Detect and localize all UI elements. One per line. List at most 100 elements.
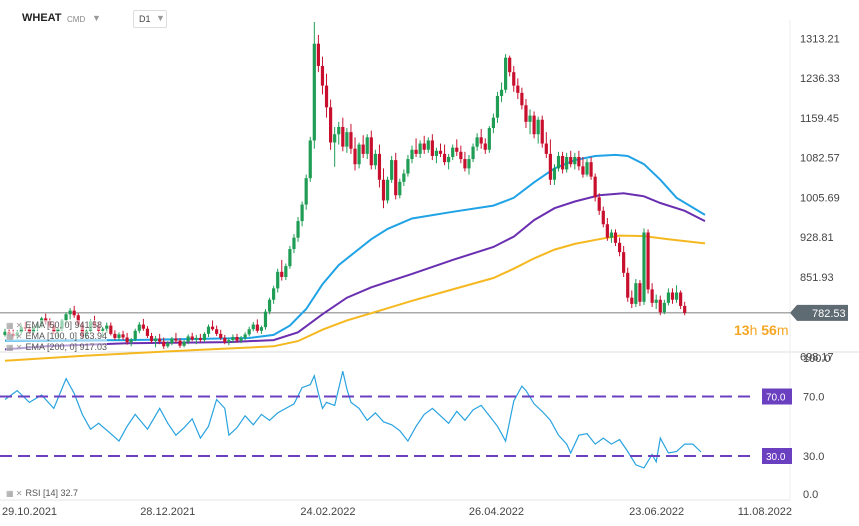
candle-body bbox=[72, 310, 76, 316]
time-tick-label: 11.08.2022 bbox=[738, 506, 792, 518]
candle-body bbox=[626, 272, 630, 298]
candle-body bbox=[613, 232, 618, 243]
candle-body bbox=[109, 325, 113, 334]
indicator-label-rsi[interactable]: ▦ ✕ RSI [14] 32.7 bbox=[6, 488, 79, 498]
candle-body bbox=[569, 156, 573, 165]
candle-body bbox=[247, 329, 251, 335]
candle-body bbox=[499, 89, 504, 96]
candle-body bbox=[638, 283, 642, 302]
candle-body bbox=[284, 266, 288, 277]
series-line-ema100 bbox=[4, 192, 706, 351]
candle-body bbox=[239, 338, 243, 341]
candle-body bbox=[581, 166, 585, 175]
candle-body bbox=[406, 159, 410, 174]
chevron-down-icon: ▼ bbox=[156, 13, 165, 23]
candle-body bbox=[402, 173, 406, 182]
candle-body bbox=[194, 338, 198, 340]
candle-body bbox=[206, 326, 211, 334]
axis-layer: 1313.21 1236.33 1159.45 1082.57 1005.69 928.8… bbox=[2, 33, 848, 518]
candle-body bbox=[622, 252, 626, 273]
candle-body bbox=[467, 159, 471, 169]
candle-body bbox=[149, 335, 154, 342]
candle-body bbox=[101, 328, 105, 331]
timeframe-select[interactable]: D1 ▼ bbox=[133, 10, 167, 28]
candle-body bbox=[483, 143, 487, 150]
candle-body bbox=[520, 92, 524, 106]
symbol-title[interactable]: WHEAT bbox=[22, 12, 62, 24]
candle-body bbox=[296, 221, 300, 238]
price-tick-label: 1082.57 bbox=[800, 153, 840, 165]
rsi-tick-label: 100.0 bbox=[803, 353, 831, 365]
price-tick-label: 1159.45 bbox=[800, 113, 839, 125]
candle-body bbox=[654, 299, 658, 303]
candle-body bbox=[272, 288, 276, 300]
rsi-tick-label: 0.0 bbox=[803, 489, 818, 501]
candle-body bbox=[385, 179, 390, 201]
candle-body bbox=[381, 179, 386, 201]
candle-body bbox=[121, 334, 125, 338]
candle-body bbox=[414, 149, 418, 154]
candle-body bbox=[516, 85, 520, 93]
candle-body bbox=[434, 150, 439, 156]
candle-body bbox=[438, 150, 443, 154]
candle-body bbox=[133, 330, 137, 340]
time-tick-label: 28.12.2021 bbox=[140, 506, 195, 518]
indicator-label-ema200[interactable]: ▦ ✕ EMA [200, 0] 917.03 bbox=[6, 342, 108, 352]
candle-body bbox=[532, 115, 536, 135]
candle-body bbox=[349, 132, 353, 149]
candle-body bbox=[141, 324, 145, 329]
grid-layer bbox=[0, 20, 859, 501]
candle-body bbox=[329, 107, 333, 143]
candle-body bbox=[565, 156, 569, 170]
candle-body bbox=[68, 310, 72, 315]
candle-body bbox=[487, 128, 491, 150]
candle-body bbox=[666, 292, 671, 303]
candle-body bbox=[243, 334, 247, 339]
candle-body bbox=[64, 314, 68, 321]
candle-body bbox=[410, 149, 414, 160]
candle-body bbox=[280, 271, 284, 277]
symbol-dropdown-icon[interactable]: ▼ bbox=[92, 13, 101, 23]
candle-body bbox=[215, 329, 219, 334]
series-line-ema200 bbox=[4, 234, 706, 362]
candle-body bbox=[324, 85, 329, 108]
candle-body bbox=[357, 144, 361, 165]
candle-body bbox=[300, 204, 304, 222]
candle-body bbox=[80, 324, 84, 336]
category-label: CMD bbox=[67, 15, 86, 24]
time-tick-label: 23.06.2022 bbox=[629, 506, 684, 518]
candle-body bbox=[683, 305, 687, 313]
last-price-tag bbox=[790, 304, 848, 321]
candle-body bbox=[369, 137, 373, 166]
candle-body bbox=[27, 328, 32, 333]
rsi-level-tag bbox=[762, 448, 792, 464]
candle-body bbox=[609, 232, 614, 238]
settings-icon[interactable]: ▦ ✕ bbox=[6, 332, 23, 341]
candle-body bbox=[422, 143, 426, 150]
candle-body bbox=[125, 337, 129, 343]
candle-body bbox=[353, 148, 357, 165]
candle-body bbox=[113, 333, 117, 339]
settings-icon[interactable]: ▦ ✕ bbox=[6, 489, 23, 498]
candle-body bbox=[617, 242, 622, 253]
candle-body bbox=[459, 151, 463, 160]
settings-icon[interactable]: ▦ ✕ bbox=[6, 321, 23, 330]
candle-body bbox=[560, 155, 565, 170]
indicator-label-ema50[interactable]: ▦ ✕ EMA [50, 0] 941.58 bbox=[6, 320, 103, 330]
candle-body bbox=[451, 147, 455, 157]
settings-icon[interactable]: ▦ ✕ bbox=[6, 343, 23, 352]
candle-body bbox=[219, 333, 223, 339]
candle-body bbox=[255, 324, 259, 331]
time-tick-label: 26.04.2022 bbox=[469, 506, 524, 518]
indicator-label-ema100[interactable]: ▦ ✕ EMA [100, 0] 963.94 bbox=[6, 331, 108, 341]
candle-body bbox=[442, 153, 447, 163]
candle-body bbox=[679, 292, 683, 306]
candle-body bbox=[634, 283, 638, 304]
candle-body bbox=[544, 143, 548, 154]
candle-body bbox=[556, 155, 561, 169]
candle-body bbox=[593, 176, 597, 198]
candle-body bbox=[646, 232, 650, 290]
candle-body bbox=[662, 302, 666, 313]
candle-body bbox=[235, 336, 239, 341]
